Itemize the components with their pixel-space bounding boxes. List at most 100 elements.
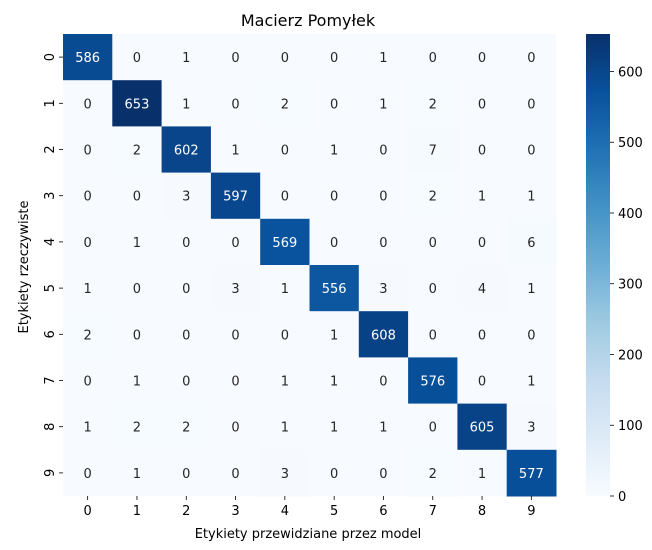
x-axis-ticks: 0 1 2 3 4 5 6 7 8 9 xyxy=(84,496,535,519)
cell-value-label: 0 xyxy=(478,375,486,390)
cell-value-label: 0 xyxy=(429,51,437,66)
x-tick-label: 9 xyxy=(527,504,535,519)
heatmap-cell xyxy=(161,80,212,127)
heatmap-cell xyxy=(408,265,458,312)
x-tick-label: 7 xyxy=(429,504,437,519)
cell-value-label: 2 xyxy=(133,421,141,436)
cell-value-label: 0 xyxy=(429,421,437,436)
cell-value-label: 0 xyxy=(231,421,239,436)
heatmap-cell xyxy=(112,311,163,358)
cell-value-label: 0 xyxy=(478,144,486,159)
cell-value-label: 0 xyxy=(527,97,535,112)
cell-value-label: 2 xyxy=(429,190,437,205)
heatmap-cell xyxy=(210,218,261,266)
cell-value-label: 0 xyxy=(84,236,92,251)
heatmap-cell xyxy=(408,126,458,174)
cell-value-label: 1 xyxy=(133,375,141,390)
heatmap-cell xyxy=(260,34,310,81)
heatmap-cell xyxy=(260,311,310,358)
heatmap-cell xyxy=(260,172,310,220)
heatmap-cell xyxy=(408,449,458,497)
cell-value-label: 3 xyxy=(231,282,239,297)
cell-value-label: 0 xyxy=(330,190,338,205)
heatmap-cell xyxy=(358,172,409,220)
heatmap-cell xyxy=(210,172,261,220)
cell-value-label: 0 xyxy=(182,236,190,251)
heatmap-cell xyxy=(457,357,508,405)
heatmap-cell xyxy=(408,80,458,127)
y-tick-label: 0 xyxy=(43,53,58,61)
heatmap-cell xyxy=(408,403,458,451)
cell-value-label: 0 xyxy=(231,328,239,343)
cell-value-label: 7 xyxy=(429,144,437,159)
cell-value-label: 602 xyxy=(174,144,199,159)
heatmap-cell xyxy=(506,126,557,174)
heatmap-cell xyxy=(457,172,508,220)
heatmap-cell xyxy=(210,357,261,405)
cell-value-label: 1 xyxy=(330,421,338,436)
cell-value-label: 2 xyxy=(429,467,437,482)
heatmap-cell xyxy=(309,80,360,127)
cell-value-label: 1 xyxy=(182,51,190,66)
cell-value-label: 1 xyxy=(281,421,289,436)
colorbar-tick-label: 500 xyxy=(618,136,643,151)
cell-value-label: 0 xyxy=(478,328,486,343)
heatmap-cell xyxy=(63,265,113,312)
heatmap-cell xyxy=(260,265,310,312)
heatmap-cell xyxy=(210,449,261,497)
heatmap-cell xyxy=(506,357,557,405)
heatmap-cell xyxy=(161,449,212,497)
cell-value-label: 0 xyxy=(379,467,387,482)
heatmap-cell xyxy=(161,265,212,312)
heatmap-cell xyxy=(63,34,113,81)
cell-value-label: 0 xyxy=(133,190,141,205)
heatmap-cell xyxy=(457,311,508,358)
cell-value-label: 1 xyxy=(281,375,289,390)
y-tick-label: 2 xyxy=(43,145,58,153)
x-tick-label: 8 xyxy=(478,504,486,519)
cell-value-label: 1 xyxy=(281,282,289,297)
heatmap-cell xyxy=(260,80,310,127)
heatmap-cell xyxy=(309,172,360,220)
cell-value-label: 6 xyxy=(527,236,535,251)
cell-value-label: 2 xyxy=(133,144,141,159)
colorbar-tick-label: 600 xyxy=(618,65,643,80)
cell-value-label: 1 xyxy=(478,190,486,205)
y-tick-label: 6 xyxy=(43,330,58,338)
cell-value-label: 0 xyxy=(527,328,535,343)
cell-value-label: 1 xyxy=(84,421,92,436)
cell-value-label: 0 xyxy=(527,144,535,159)
cell-value-label: 0 xyxy=(478,97,486,112)
cell-value-label: 0 xyxy=(379,375,387,390)
heatmap-cell xyxy=(112,449,163,497)
y-tick-label: 9 xyxy=(43,469,58,477)
heatmap-cell xyxy=(112,126,163,174)
heatmap-cell xyxy=(260,126,310,174)
colorbar-ticks: 0 100 200 300 400 500 600 xyxy=(610,65,643,505)
heatmap-cell xyxy=(161,34,212,81)
cell-value-label: 1 xyxy=(527,375,535,390)
cell-value-label: 0 xyxy=(84,97,92,112)
cell-value-label: 0 xyxy=(281,190,289,205)
cell-value-label: 0 xyxy=(182,375,190,390)
heatmap-cell xyxy=(309,34,360,81)
cell-value-label: 0 xyxy=(429,282,437,297)
cell-value-label: 0 xyxy=(133,282,141,297)
heatmap-cell xyxy=(309,126,360,174)
cell-value-label: 0 xyxy=(281,328,289,343)
cell-value-label: 0 xyxy=(379,144,387,159)
y-tick-label: 7 xyxy=(43,376,58,384)
cell-value-label: 0 xyxy=(429,236,437,251)
cell-value-label: 0 xyxy=(231,97,239,112)
x-tick-label: 3 xyxy=(231,504,239,519)
heatmap-cell xyxy=(506,403,557,451)
heatmap-cell xyxy=(63,80,113,127)
heatmap-cell xyxy=(161,218,212,266)
cell-value-label: 0 xyxy=(379,190,387,205)
cell-value-label: 576 xyxy=(420,375,445,390)
y-tick-label: 3 xyxy=(43,192,58,200)
heatmap-cell xyxy=(506,172,557,220)
heatmap-cell xyxy=(408,311,458,358)
heatmap-cell xyxy=(112,172,163,220)
